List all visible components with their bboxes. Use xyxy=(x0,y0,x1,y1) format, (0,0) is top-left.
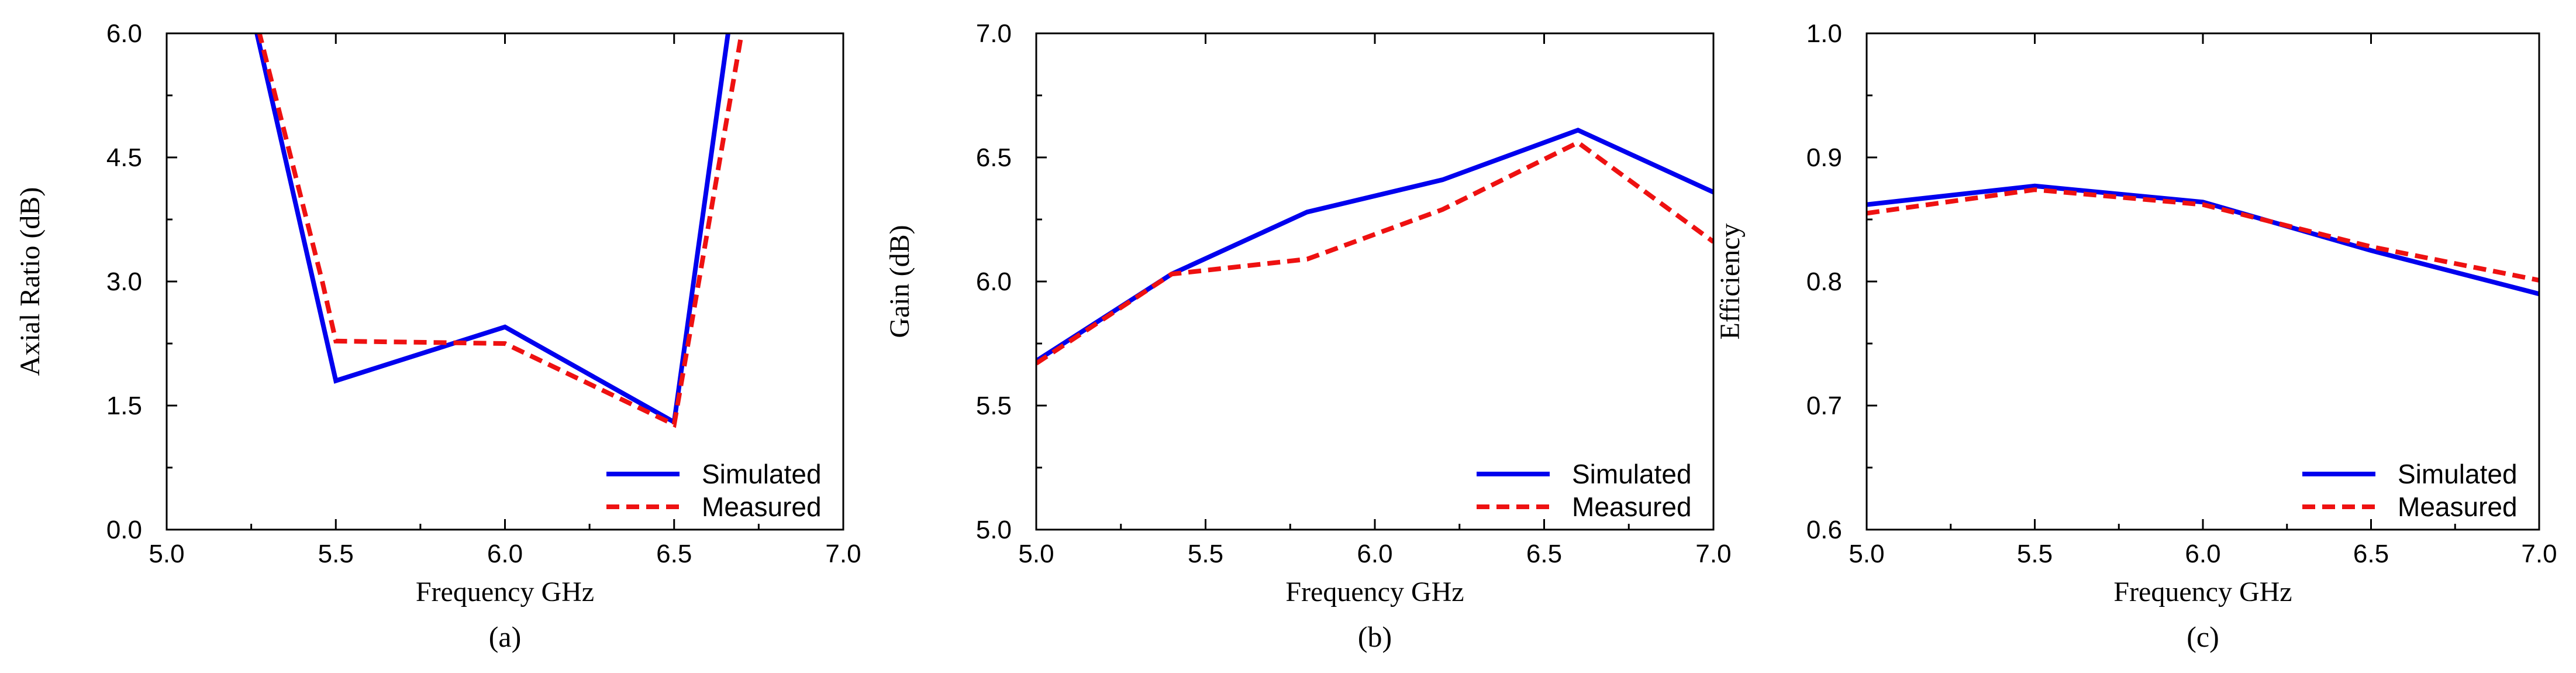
y-tick-label: 6.0 xyxy=(106,19,142,48)
y-tick-label: 6.0 xyxy=(976,267,1012,296)
chart-panel-1: 5.0 5.5 6.0 6.5 7.0 5.0 5.5 6.0 6.5 7.0 Frequency … xyxy=(884,19,1732,653)
legend-label-measured: Measured xyxy=(1572,492,1692,522)
legend-label-measured: Measured xyxy=(702,492,822,522)
y-tick-label: 1.0 xyxy=(1806,19,1842,48)
x-axis-title: Frequency GHz xyxy=(416,576,594,607)
y-tick-label: 4.5 xyxy=(106,143,142,172)
y-axis-title: Axial Ratio (dB) xyxy=(15,187,46,376)
legend-label-simulated: Simulated xyxy=(2398,459,2518,489)
y-tick-label: 1.5 xyxy=(106,392,142,420)
x-tick-label: 5.0 xyxy=(149,540,184,568)
series-line-measured xyxy=(257,33,744,428)
y-axis-title: Gain (dB) xyxy=(884,225,915,338)
series-line-simulated xyxy=(1036,128,1713,363)
y-tick-label: 0.9 xyxy=(1806,143,1842,172)
x-tick-label: 5.5 xyxy=(1188,540,1223,568)
y-axis-title: Efficiency xyxy=(1715,223,1746,339)
x-axis-title: Frequency GHz xyxy=(2113,576,2292,607)
series-line-simulated xyxy=(1867,183,2539,297)
y-tick-label: 0.6 xyxy=(1806,516,1842,544)
x-tick-label: 6.0 xyxy=(487,540,523,568)
y-tick-label: 7.0 xyxy=(976,19,1012,48)
y-tick-label: 5.0 xyxy=(976,516,1012,544)
legend-label-simulated: Simulated xyxy=(702,459,822,489)
x-tick-label: 6.0 xyxy=(1357,540,1392,568)
series-line-measured xyxy=(1036,139,1713,366)
x-tick-label: 6.5 xyxy=(1526,540,1562,568)
series-line-measured xyxy=(1867,187,2539,283)
series-line-simulated xyxy=(254,33,731,426)
x-tick-label: 5.5 xyxy=(318,540,354,568)
x-tick-label: 5.0 xyxy=(1849,540,1884,568)
chart-panel-0: 5.0 5.5 6.0 6.5 7.0 0.0 1.5 3.0 4.5 6.0 Frequency … xyxy=(15,19,861,653)
x-axis-title: Frequency GHz xyxy=(1285,576,1464,607)
panel-label: (b) xyxy=(1358,620,1392,653)
y-tick-label: 5.5 xyxy=(976,392,1012,420)
panel-label: (c) xyxy=(2187,620,2219,653)
y-tick-label: 6.5 xyxy=(976,143,1012,172)
y-tick-label: 0.7 xyxy=(1806,392,1842,420)
x-tick-label: 6.5 xyxy=(656,540,692,568)
x-tick-label: 5.5 xyxy=(2017,540,2053,568)
x-tick-label: 7.0 xyxy=(1695,540,1731,568)
x-tick-label: 5.0 xyxy=(1018,540,1054,568)
panel-label: (a) xyxy=(489,620,522,653)
x-tick-label: 7.0 xyxy=(2521,540,2557,568)
x-tick-label: 6.5 xyxy=(2353,540,2389,568)
y-tick-label: 0.8 xyxy=(1806,267,1842,296)
x-tick-label: 6.0 xyxy=(2185,540,2220,568)
x-tick-label: 7.0 xyxy=(825,540,861,568)
y-tick-label: 0.0 xyxy=(106,516,142,544)
legend-label-simulated: Simulated xyxy=(1572,459,1692,489)
legend-label-measured: Measured xyxy=(2398,492,2518,522)
y-tick-label: 3.0 xyxy=(106,267,142,296)
chart-panel-2: 5.0 5.5 6.0 6.5 7.0 0.6 0.7 0.8 0.9 1.0 Frequency … xyxy=(1715,19,2557,653)
